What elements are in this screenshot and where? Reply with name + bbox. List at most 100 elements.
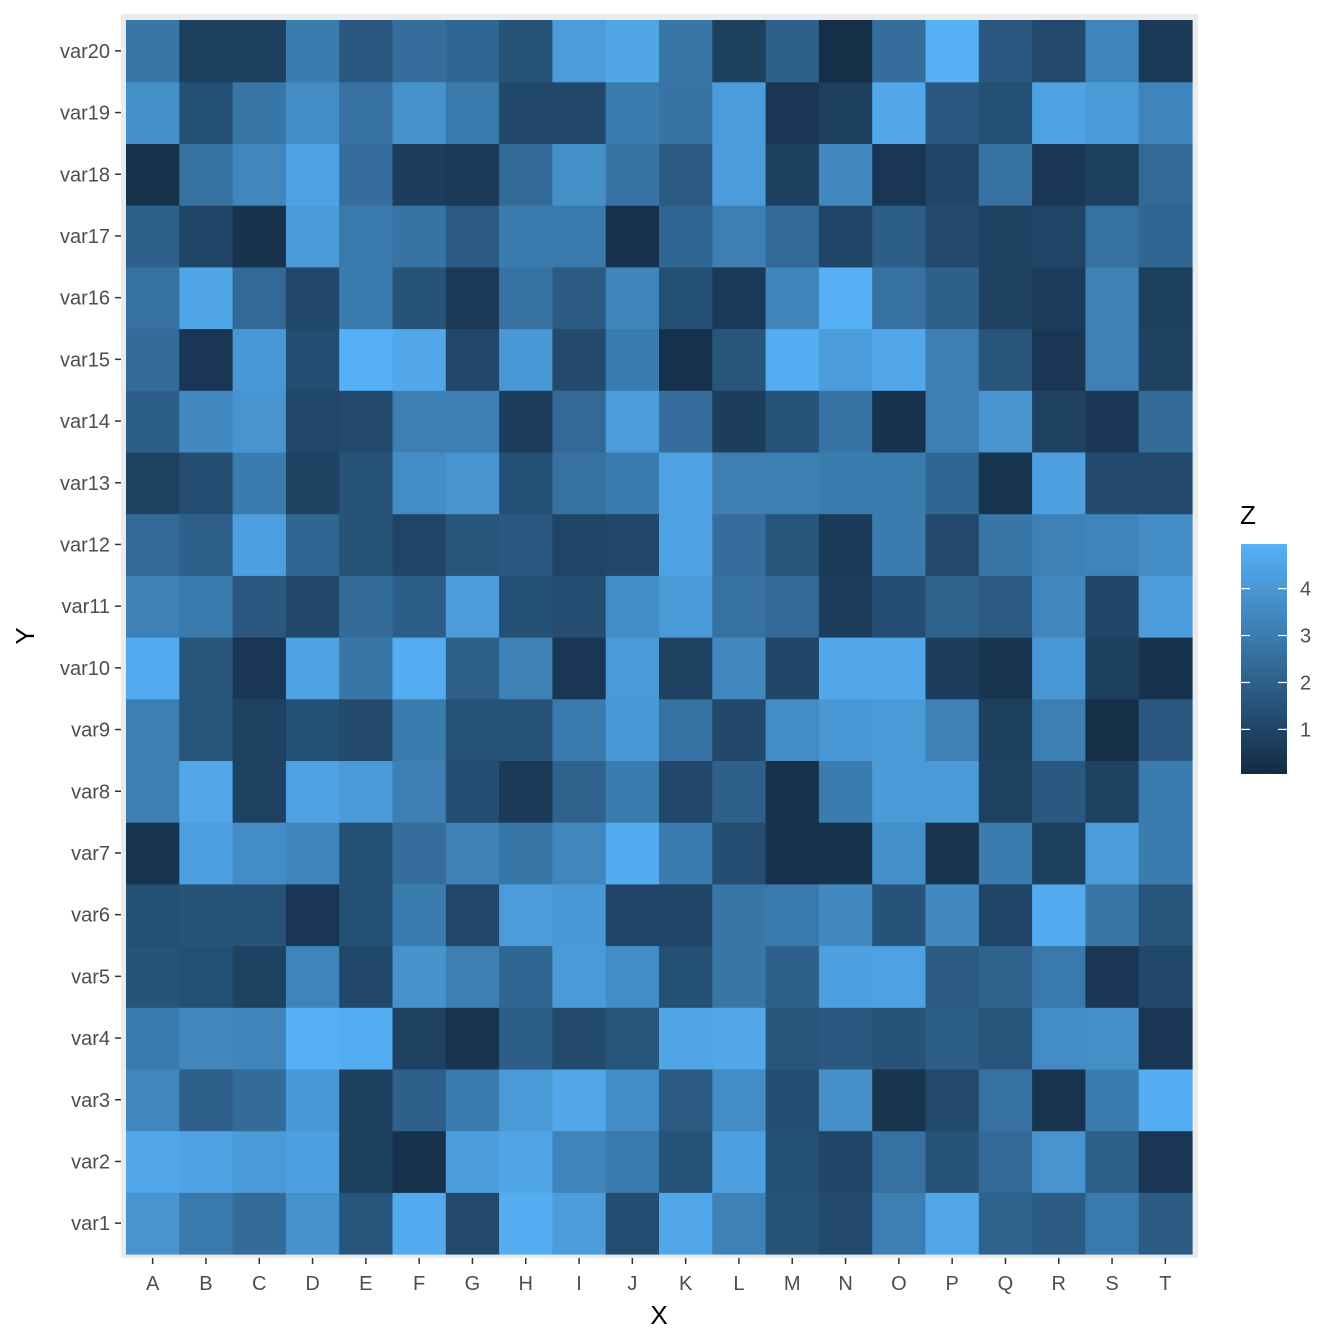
heatmap-cell-K-var15	[659, 328, 713, 391]
heatmap-cell-L-var11	[712, 575, 767, 638]
heatmap-cell-A-var11	[126, 575, 180, 638]
heatmap-cell-Q-var13	[978, 451, 1033, 515]
heatmap-cell-G-var8	[445, 760, 500, 823]
heatmap-cell-K-var13	[659, 451, 713, 515]
heatmap-cell-T-var14	[1138, 390, 1193, 453]
heatmap-cell-E-var14	[339, 390, 394, 453]
heatmap-cell-E-var15	[339, 328, 394, 391]
heatmap-cell-J-var7	[605, 822, 660, 885]
x-tick-label: T	[1159, 1273, 1171, 1295]
heatmap-cell-R-var17	[1032, 205, 1086, 268]
heatmap-cell-J-var12	[605, 513, 660, 576]
x-tick-label: S	[1105, 1273, 1118, 1295]
heatmap-cell-J-var2	[605, 1130, 660, 1193]
heatmap-cell-I-var7	[552, 822, 607, 885]
heatmap-cell-O-var2	[872, 1130, 927, 1193]
heatmap-cell-E-var10	[339, 637, 394, 700]
heatmap-cell-P-var5	[925, 945, 980, 1008]
x-tick-label: J	[627, 1273, 637, 1295]
heatmap-cell-Q-var3	[978, 1068, 1033, 1132]
heatmap-cell-A-var20	[126, 20, 180, 83]
y-tick-label: var2	[71, 1151, 110, 1173]
heatmap-cell-P-var16	[925, 266, 980, 330]
heatmap-cell-O-var13	[872, 451, 927, 515]
heatmap-cell-I-var17	[552, 205, 607, 268]
heatmap-cell-H-var16	[499, 266, 553, 330]
heatmap-cell-I-var6	[552, 883, 607, 947]
heatmap-cell-S-var17	[1085, 205, 1140, 268]
x-tick-label: E	[359, 1273, 372, 1295]
heatmap-cell-S-var16	[1085, 266, 1140, 330]
heatmap-cell-N-var2	[818, 1130, 873, 1193]
heatmap-cell-Q-var10	[978, 637, 1033, 700]
heatmap-cell-T-var16	[1138, 266, 1193, 330]
y-tick-label: var14	[60, 411, 110, 433]
heatmap-cell-H-var12	[499, 513, 553, 576]
y-tick-label: var3	[71, 1090, 110, 1112]
heatmap-cell-N-var18	[818, 143, 873, 206]
heatmap-cell-L-var17	[712, 205, 767, 268]
heatmap-cell-G-var4	[445, 1007, 500, 1070]
heatmap-cell-J-var4	[605, 1007, 660, 1070]
heatmap-cell-K-var14	[659, 390, 713, 453]
heatmap-cell-L-var18	[712, 143, 767, 206]
legend-title: Z	[1240, 500, 1256, 530]
heatmap-cell-C-var10	[232, 637, 287, 700]
heatmap-cell-D-var11	[285, 575, 340, 638]
heatmap-cell-B-var8	[179, 760, 234, 823]
heatmap-cell-B-var5	[179, 945, 234, 1008]
heatmap-cell-O-var15	[872, 328, 927, 391]
heatmap-cell-B-var18	[179, 143, 234, 206]
heatmap-cell-I-var5	[552, 945, 607, 1008]
heatmap-cell-J-var8	[605, 760, 660, 823]
heatmap-cell-T-var15	[1138, 328, 1193, 391]
x-tick-label: B	[199, 1273, 212, 1295]
heatmap-cell-M-var5	[765, 945, 820, 1008]
heatmap-cell-R-var4	[1032, 1007, 1086, 1070]
heatmap-cell-C-var14	[232, 390, 287, 453]
heatmap-cell-D-var18	[285, 143, 340, 206]
heatmap-cell-S-var9	[1085, 698, 1140, 761]
legend-tick-label: 1	[1300, 719, 1311, 741]
heatmap-cell-O-var17	[872, 205, 927, 268]
heatmap-cell-M-var10	[765, 637, 820, 700]
heatmap-cell-N-var15	[818, 328, 873, 391]
heatmap-cell-L-var7	[712, 822, 767, 885]
heatmap-cell-C-var8	[232, 760, 287, 823]
legend-colorbar	[1241, 544, 1287, 774]
heatmap-cell-L-var2	[712, 1130, 767, 1193]
heatmap-cell-T-var17	[1138, 205, 1193, 268]
heatmap-cell-R-var14	[1032, 390, 1086, 453]
heatmap-cell-I-var3	[552, 1068, 607, 1132]
heatmap-cell-R-var10	[1032, 637, 1086, 700]
heatmap-cell-Q-var4	[978, 1007, 1033, 1070]
x-tick-label: O	[891, 1273, 907, 1295]
heatmap-cell-A-var12	[126, 513, 180, 576]
heatmap-cell-O-var7	[872, 822, 927, 885]
x-tick-label: L	[733, 1273, 744, 1295]
heatmap-cell-L-var20	[712, 20, 767, 83]
heatmap-cell-N-var16	[818, 266, 873, 330]
heatmap-cell-P-var7	[925, 822, 980, 885]
heatmap-cell-A-var16	[126, 266, 180, 330]
heatmap-cell-P-var20	[925, 20, 980, 83]
heatmap-cell-I-var20	[552, 20, 607, 83]
heatmap-cell-Q-var19	[978, 81, 1033, 144]
heatmap-cell-T-var7	[1138, 822, 1193, 885]
heatmap-cell-O-var14	[872, 390, 927, 453]
heatmap-cell-S-var11	[1085, 575, 1140, 638]
heatmap-cell-P-var18	[925, 143, 980, 206]
heatmap-cell-C-var15	[232, 328, 287, 391]
heatmap-cell-R-var19	[1032, 81, 1086, 144]
heatmap-cell-I-var14	[552, 390, 607, 453]
heatmap-cell-L-var6	[712, 883, 767, 947]
heatmap-cell-I-var18	[552, 143, 607, 206]
heatmap-cell-M-var7	[765, 822, 820, 885]
heatmap-cell-I-var12	[552, 513, 607, 576]
heatmap-cell-M-var18	[765, 143, 820, 206]
heatmap-tiles	[126, 20, 1193, 1255]
heatmap-cell-K-var11	[659, 575, 713, 638]
heatmap-cell-Q-var5	[978, 945, 1033, 1008]
heatmap-cell-R-var7	[1032, 822, 1086, 885]
y-tick-label: var16	[60, 288, 110, 310]
